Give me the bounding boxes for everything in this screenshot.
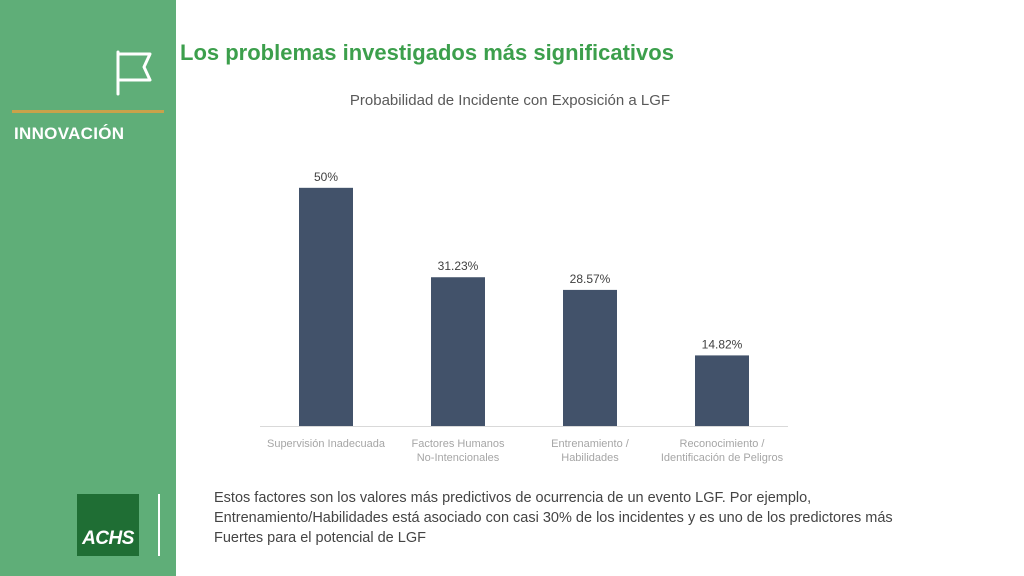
category-label: Supervisión Inadecuada xyxy=(267,438,386,450)
category-label: Entrenamiento / xyxy=(551,438,630,450)
category-label: Habilidades xyxy=(561,452,619,464)
section-divider xyxy=(12,110,164,113)
logo-text: ACHS xyxy=(82,528,134,549)
category-label: Factores Humanos xyxy=(412,438,505,450)
chart-title: Probabilidad de Incidente con Exposición… xyxy=(349,92,671,109)
data-label: 31.23% xyxy=(438,259,479,273)
category-label: Identificación de Peligros xyxy=(661,452,784,464)
data-label: 14.82% xyxy=(702,337,743,351)
bar xyxy=(695,355,749,426)
data-label: 50% xyxy=(314,170,338,184)
bar xyxy=(431,277,485,426)
bar xyxy=(563,289,617,426)
achs-logo: ACHS xyxy=(77,494,139,556)
sidebar: INNOVACIÓN ACHS xyxy=(0,0,176,576)
description-text: Estos factores son los valores más predi… xyxy=(214,490,893,546)
logo-divider xyxy=(158,494,160,556)
page-title: Los problemas investigados más significa… xyxy=(180,40,674,65)
category-label: Reconocimiento / xyxy=(680,438,766,450)
bar-chart: 50% Supervisión Inadecuada 31.23% Factores … xyxy=(260,170,788,464)
flag-icon xyxy=(116,50,152,96)
bar xyxy=(299,187,353,426)
section-label: INNOVACIÓN xyxy=(14,124,125,143)
category-label: No-Intencionales xyxy=(417,452,500,464)
data-label: 28.57% xyxy=(570,272,611,286)
